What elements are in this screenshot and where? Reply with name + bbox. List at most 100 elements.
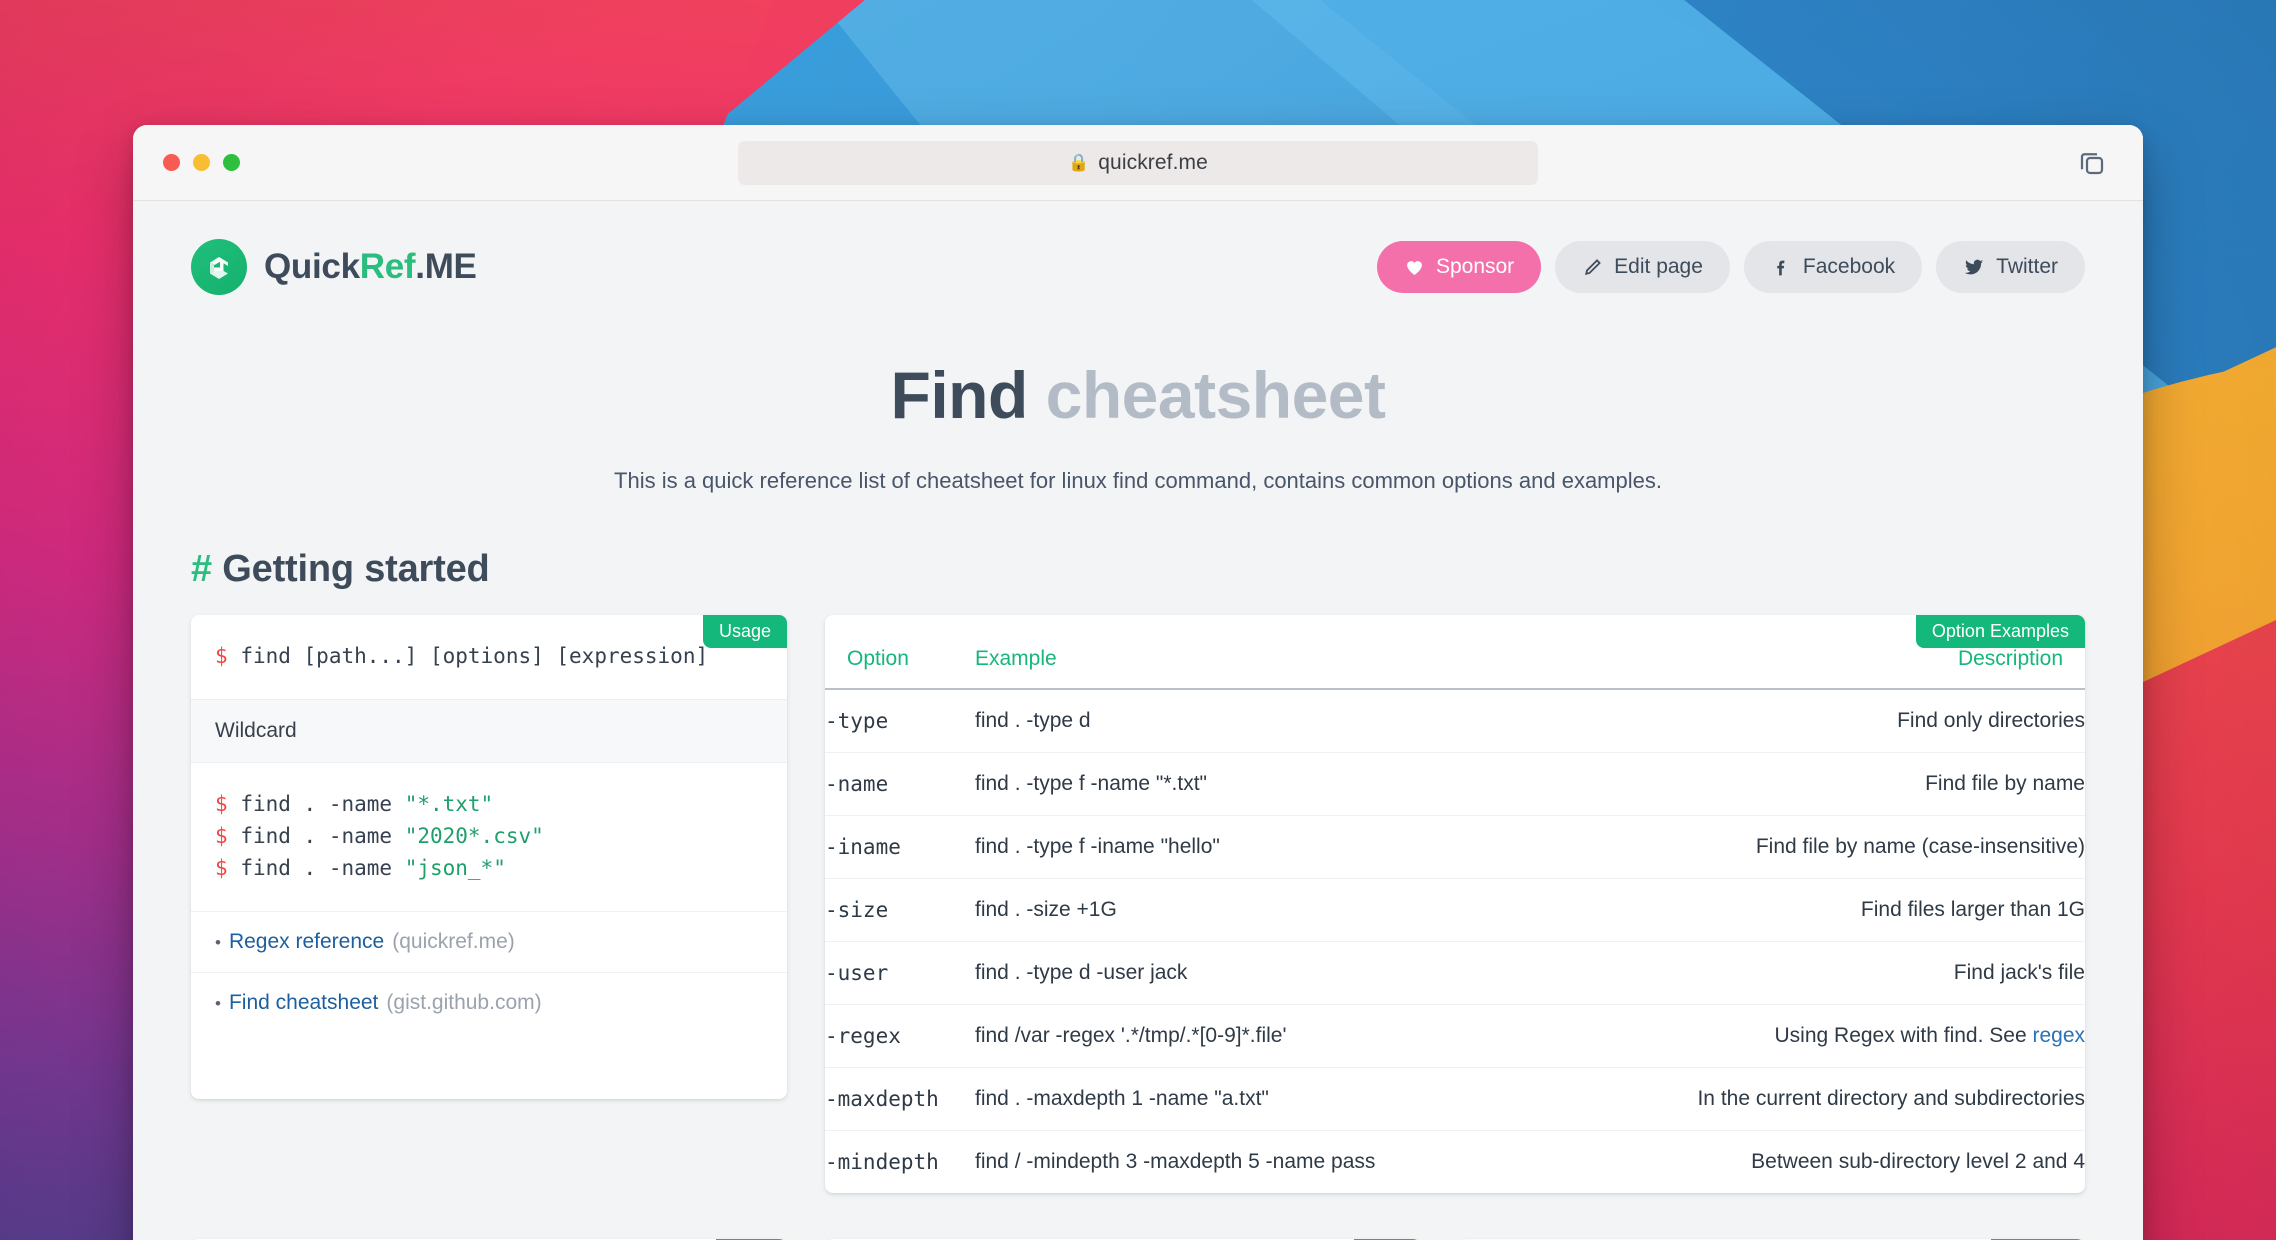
wildcard-string: "json_*" — [404, 855, 506, 880]
list-item[interactable]: • Regex reference (quickref.me) — [191, 910, 787, 972]
page-subtitle: This is a quick reference list of cheats… — [614, 468, 1662, 493]
table-row: -size find . -size +1G Find files larger… — [825, 878, 2085, 942]
cell-option: -mindepth — [825, 1150, 939, 1174]
wildcard-cmd: find . -name — [240, 823, 405, 848]
quickref-logo-icon — [191, 239, 247, 295]
sponsor-button-label: Sponsor — [1435, 255, 1515, 278]
wildcard-cmd: find . -name — [240, 791, 405, 816]
close-button[interactable] — [163, 154, 180, 171]
wildcard-cmd: find . -name — [240, 855, 405, 880]
shell-prompt: $ — [215, 855, 228, 880]
bullet-icon: • — [215, 932, 221, 952]
section-hash: # — [191, 548, 212, 590]
edit-page-button-label: Edit page — [1614, 255, 1703, 278]
twitter-button-label: Twitter — [1996, 255, 2058, 278]
hero: Find cheatsheet This is a quick referenc… — [133, 295, 2143, 494]
wildcard-string: "2020*.csv" — [404, 823, 544, 848]
regex-reference-link[interactable]: Regex reference — [228, 929, 385, 953]
brand-text-ref: Ref — [359, 247, 416, 286]
link-host: (quickref.me) — [392, 929, 515, 953]
brand[interactable]: QuickRef.ME — [191, 239, 477, 295]
browser-window: 🔒 quickref.me — [133, 125, 2143, 1240]
sponsor-button[interactable]: Sponsor — [1376, 241, 1542, 293]
table-row: -maxdepth find . -maxdepth 1 -name "a.tx… — [825, 1067, 2085, 1131]
table-row: -mindepth find / -mindepth 3 -maxdepth 5… — [825, 1131, 2085, 1194]
edit-page-button[interactable]: Edit page — [1555, 241, 1730, 293]
cell-description: Find file by name — [1530, 752, 2085, 816]
cell-example: find /var -regex '.*/tmp/.*[0-9]*.file' — [975, 1004, 1530, 1068]
cell-description: In the current directory and subdirector… — [1530, 1067, 2085, 1131]
find-cheatsheet-link[interactable]: Find cheatsheet — [228, 990, 379, 1014]
cell-option: -name — [825, 752, 975, 816]
cell-description: Find jack's file — [1530, 941, 2085, 1005]
cell-description: Between sub-directory level 2 and 4 — [1751, 1150, 2085, 1173]
tabs-overview-icon[interactable] — [2077, 148, 2107, 178]
brand-wordmark: QuickRef.ME — [264, 247, 477, 287]
cell-option: -size — [825, 878, 975, 942]
wildcard-label: Wildcard — [191, 698, 787, 763]
cell-option: -iname — [825, 815, 975, 879]
regex-link[interactable]: regex — [2032, 1024, 2085, 1047]
bottom-cards-grid: Type Size Size +/- — [133, 1193, 2143, 1240]
cell-option: -user — [825, 941, 975, 1005]
option-examples-badge: Option Examples — [1915, 615, 2085, 648]
cell-example: find . -maxdepth 1 -name "a.txt" — [975, 1067, 1530, 1131]
heart-icon — [1404, 257, 1425, 278]
table-row: -iname find . -type f -iname "hello" Fin… — [825, 815, 2085, 879]
section-heading: # Getting started — [191, 548, 2143, 591]
facebook-icon — [1771, 257, 1792, 278]
wildcard-string: "*.txt" — [404, 791, 494, 816]
table-row: -regex find /var -regex '.*/tmp/.*[0-9]*… — [825, 1004, 2085, 1068]
cell-example: find . -size +1G — [975, 878, 1530, 942]
cell-example: find . -type d — [975, 689, 1530, 753]
link-host: (gist.github.com) — [386, 990, 542, 1014]
page-title-main: Find — [890, 358, 1029, 432]
address-bar[interactable]: 🔒 quickref.me — [738, 140, 1538, 185]
usage-code-text: find [path...] [options] [expression] — [240, 644, 709, 668]
cell-option: -type — [825, 689, 975, 753]
page-content: QuickRef.ME Sponsor — [133, 201, 2143, 1240]
card-spacer — [191, 1033, 787, 1099]
site-header: QuickRef.ME Sponsor — [133, 201, 2143, 295]
shell-prompt: $ — [215, 644, 228, 668]
page-title: Find cheatsheet — [133, 357, 2143, 433]
window-controls[interactable] — [163, 154, 240, 171]
shell-prompt: $ — [215, 823, 228, 848]
cell-example: find . -type f -iname "hello" — [975, 815, 1530, 879]
brand-text-quick: Quick — [264, 247, 360, 286]
wildcard-code-block: $ find . -name "*.txt" $ find . -name "2… — [191, 763, 787, 911]
address-bar-url: quickref.me — [1098, 150, 1208, 174]
facebook-button[interactable]: Facebook — [1743, 241, 1923, 293]
cell-description: Find only directories — [1530, 689, 2085, 753]
usage-card: Usage $ find [path...] [options] [expres… — [191, 615, 787, 1099]
table-header-row: Option Example Description — [825, 615, 2085, 690]
shell-prompt: $ — [215, 791, 228, 816]
option-examples-card: Option Examples Option Example Descripti… — [825, 615, 2085, 1193]
list-item[interactable]: • Find cheatsheet (gist.github.com) — [191, 971, 787, 1033]
cell-option: -maxdepth — [825, 1067, 975, 1131]
bullet-icon: • — [215, 993, 221, 1013]
pencil-icon — [1582, 257, 1603, 278]
cell-description: Using Regex with find. See regex — [1530, 1004, 2085, 1068]
cell-description: Find files larger than 1G — [1530, 878, 2085, 942]
twitter-icon — [1963, 256, 1985, 278]
cell-example: find . -type f -name "*.txt" — [975, 752, 1530, 816]
cell-description-text: Using Regex with find. See — [1774, 1024, 2033, 1047]
options-table: Option Example Description -type find . … — [825, 615, 2085, 1193]
usage-code-block: $ find [path...] [options] [expression] — [191, 615, 787, 699]
browser-titlebar: 🔒 quickref.me — [133, 125, 2143, 201]
facebook-button-label: Facebook — [1802, 255, 1896, 278]
lock-icon: 🔒 — [1068, 153, 1090, 172]
table-row: -type find . -type d Find only directori… — [825, 689, 2085, 753]
cell-description: Find file by name (case-insensitive) — [1530, 815, 2085, 879]
cell-example: find / -mindepth 3 -maxdepth 5 -name pas… — [975, 1150, 1376, 1173]
page-title-sub: cheatsheet — [1045, 358, 1386, 432]
zoom-button[interactable] — [223, 154, 240, 171]
cell-option: -regex — [825, 1004, 975, 1068]
header-actions: Sponsor Edit page — [1376, 241, 2085, 293]
column-header-option: Option — [825, 615, 975, 690]
cards-grid: Usage $ find [path...] [options] [expres… — [133, 591, 2143, 1193]
column-header-example: Example — [975, 615, 1530, 690]
minimize-button[interactable] — [193, 154, 210, 171]
twitter-button[interactable]: Twitter — [1936, 241, 2085, 293]
